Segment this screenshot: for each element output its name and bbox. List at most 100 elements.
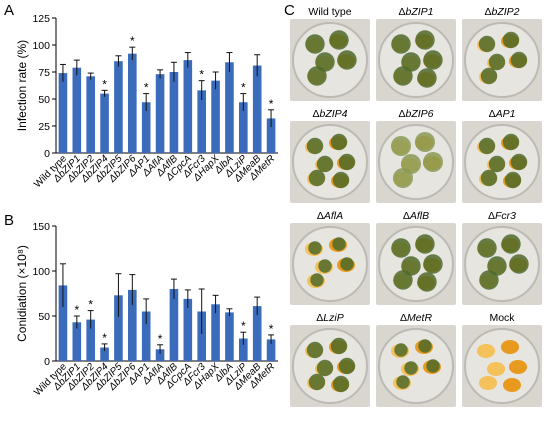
dish-label-gene: AP1 — [495, 108, 516, 120]
dish-cell-3: ΔbZIP4 — [288, 108, 372, 208]
chart-a-bar-6 — [141, 102, 151, 153]
dish-cell-10: ΔMetR — [374, 312, 458, 412]
chart-a-bar-8 — [169, 72, 179, 153]
fungal-growth — [479, 270, 499, 290]
dish-label-11: Mock — [460, 312, 544, 324]
chart-b-y-tick-label: 50 — [38, 311, 50, 323]
chart-a-bar-12 — [225, 62, 234, 153]
chart-a-significance-15: * — [269, 97, 274, 111]
chart-a-significance-3: * — [102, 77, 107, 91]
chart-b-bar-14 — [252, 306, 262, 361]
fungal-growth — [332, 171, 350, 189]
chart-a-y-tick-label: 125 — [32, 13, 50, 25]
chart-b-bar-1 — [72, 322, 82, 361]
fungal-growth — [404, 361, 418, 375]
fungal-growth — [316, 155, 334, 173]
dish-cell-8: ΔFcr3 — [460, 210, 544, 310]
dish-label-10: ΔMetR — [374, 312, 458, 324]
fungal-growth — [480, 67, 498, 85]
corn-kernel — [509, 360, 527, 374]
dish-label-gene: Fcr3 — [495, 210, 516, 222]
chart-b-significance-2: * — [88, 298, 93, 312]
chart-a-bar-9 — [183, 60, 193, 154]
panel-label-a: A — [4, 2, 15, 19]
chart-a-significance-6: * — [144, 81, 149, 95]
chart-a-bar-1 — [72, 67, 82, 153]
chart-b-bar-7 — [155, 349, 165, 361]
dish-label-gene: Mock — [489, 312, 515, 324]
corn-kernel — [487, 362, 505, 376]
dish-cell-4: ΔbZIP6 — [374, 108, 458, 208]
fungal-growth — [393, 66, 413, 86]
dish-label-gene: bZIP1 — [405, 6, 434, 18]
fungal-growth — [510, 153, 528, 171]
fungal-growth — [308, 241, 322, 255]
dish-label-5: ΔAP1 — [460, 108, 544, 120]
chart-a-y-tick-label: 50 — [38, 94, 50, 106]
fungal-growth — [510, 51, 528, 69]
dish-label-prefix: Δ — [316, 312, 324, 324]
dish-cell-9: ΔLziP — [288, 312, 372, 412]
fungal-growth — [478, 137, 496, 155]
dish-cell-1: ΔbZIP1 — [374, 6, 458, 106]
fungal-growth — [394, 343, 408, 357]
chart-b-bar-9 — [183, 298, 193, 361]
photo-grid: Wild type ΔbZIP1 ΔbZIP2 ΔbZIP4 ΔbZIP6 ΔAP1 ΔAf… — [288, 6, 546, 416]
dish-label-8: ΔFcr3 — [460, 210, 544, 222]
fungal-growth — [417, 68, 437, 88]
fungal-growth — [478, 35, 496, 53]
petri-dish-photo — [290, 19, 370, 101]
chart-a-bar-0 — [58, 73, 68, 153]
chart-a-significance-5: * — [130, 34, 135, 48]
dish-label-gene: AflA — [323, 210, 344, 222]
chart-a-bar-4 — [114, 61, 123, 154]
fungal-growth — [329, 30, 349, 50]
chart-a-bar-5 — [128, 53, 137, 153]
fungal-growth — [332, 375, 350, 393]
chart-b-ylabel: Conidiation (×10⁸) — [15, 245, 29, 342]
fungal-growth — [330, 337, 348, 355]
chart-a-bar-10 — [197, 90, 206, 153]
fungal-growth — [417, 272, 437, 292]
chart-b-y-tick-label: 0 — [44, 356, 50, 368]
chart-a-y-tick-label: 100 — [32, 40, 50, 52]
fungal-growth — [338, 153, 356, 171]
chart-b-bar-8 — [169, 289, 179, 361]
fungal-growth — [418, 339, 432, 353]
chart-b-bar-11 — [211, 304, 220, 361]
petri-dish-photo — [290, 325, 370, 407]
chart-b-y-tick-label: 100 — [32, 266, 50, 278]
dish-label-gene: bZIP6 — [405, 108, 434, 120]
dish-label-0: Wild type — [288, 6, 372, 18]
dish-label-3: ΔbZIP4 — [288, 108, 372, 120]
chart-a-y-tick-label: 25 — [38, 121, 50, 133]
petri-dish-photo — [376, 121, 456, 203]
petri-dish-photo — [462, 19, 542, 101]
fungal-growth — [308, 373, 326, 391]
petri-dish-photo — [376, 325, 456, 407]
chart-b-significance-7: * — [158, 332, 163, 346]
fungal-growth — [488, 155, 506, 173]
chart-b-significance-1: * — [74, 303, 79, 317]
chart-b-bar-3 — [100, 347, 109, 361]
fungal-growth — [415, 234, 435, 254]
chart-a-y-tick-label: 75 — [38, 67, 50, 79]
chart-b-y-tick-label: 150 — [32, 221, 50, 233]
fungal-growth — [330, 133, 348, 151]
dish-cell-11: Mock — [460, 312, 544, 412]
chart-b-bar-15 — [266, 339, 276, 361]
corn-kernel — [503, 378, 521, 392]
chart-a-y-tick-label: 0 — [44, 148, 50, 160]
chart-a-bar-14 — [252, 65, 262, 153]
chart-b-bar-5 — [128, 289, 137, 361]
fungal-growth — [340, 257, 354, 271]
fungal-growth — [502, 133, 520, 151]
petri-dish-photo — [376, 223, 456, 305]
fungal-growth — [415, 30, 435, 50]
chart-a-bar-2 — [86, 76, 95, 153]
chart-b-bar-0 — [58, 285, 68, 361]
panel-label-c: C — [284, 2, 295, 19]
dish-label-gene: bZIP2 — [491, 6, 520, 18]
dish-cell-5: ΔAP1 — [460, 108, 544, 208]
